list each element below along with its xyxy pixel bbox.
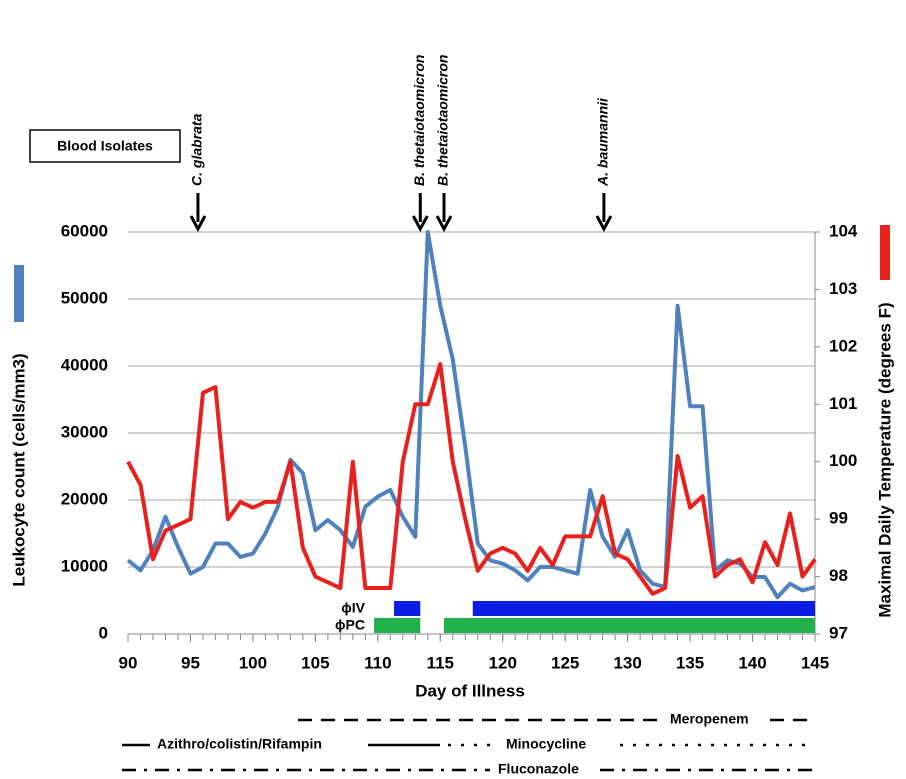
box-label: Blood Isolates xyxy=(57,138,153,154)
regimen-label: Meropenem xyxy=(670,711,749,727)
series-line xyxy=(126,362,817,596)
therapy-label: ϕPC xyxy=(335,617,365,633)
y-tick-label: 30000 xyxy=(61,422,108,441)
y-tick-label: 50000 xyxy=(61,288,108,307)
x-tick-label: 100 xyxy=(239,653,267,672)
therapy-bar xyxy=(394,601,421,616)
y-color-key xyxy=(14,265,24,322)
y2-tick-label: 101 xyxy=(829,394,857,413)
y2-tick-label: 100 xyxy=(829,451,857,470)
y2-tick-label: 102 xyxy=(829,336,857,355)
annotation-label: A. baumannii xyxy=(595,97,611,187)
x-tick-label: 105 xyxy=(301,653,329,672)
x-tick-label: 135 xyxy=(676,653,704,672)
y-tick-label: 10000 xyxy=(61,556,108,575)
series-line xyxy=(126,230,816,600)
x-tick-label: 115 xyxy=(427,653,454,672)
regimen-label: Fluconazole xyxy=(498,761,579,777)
y2-tick-label: 98 xyxy=(829,566,848,585)
y-tick-label: 20000 xyxy=(61,489,108,508)
y-tick-label: 0 xyxy=(99,623,108,642)
therapy-bar xyxy=(374,618,421,633)
y-tick-label: 40000 xyxy=(61,355,108,374)
x-tick-label: 140 xyxy=(738,653,766,672)
therapy-bar xyxy=(472,601,815,616)
x-axis-label: Day of Illness xyxy=(415,681,525,700)
y2-tick-label: 99 xyxy=(829,509,848,528)
y2-axis-label: Maximal Daily Temperature (degrees F) xyxy=(875,302,894,617)
x-tick-label: 120 xyxy=(489,653,517,672)
y2-tick-label: 97 xyxy=(829,623,848,642)
y2-tick-label: 103 xyxy=(829,279,857,298)
regimen-legend xyxy=(122,718,815,772)
x-tick-label: 125 xyxy=(551,653,579,672)
annotation-arrowhead xyxy=(595,215,613,233)
therapy-label: ϕIV xyxy=(341,600,365,616)
annotation-label: B. thetaiotaomicron xyxy=(411,55,427,186)
annotation-arrowhead xyxy=(411,215,429,233)
y2-tick-label: 104 xyxy=(829,221,858,240)
x-tick-label: 110 xyxy=(364,653,391,672)
annotation-label: B. thetaiotaomicron xyxy=(435,55,451,186)
x-tick-label: 145 xyxy=(801,653,829,672)
annotation-arrowhead xyxy=(435,215,453,233)
x-tick-label: 95 xyxy=(181,653,200,672)
x-tick-label: 130 xyxy=(613,653,641,672)
y-tick-label: 60000 xyxy=(61,221,108,240)
y2-color-key xyxy=(880,225,890,280)
box xyxy=(29,129,181,163)
regimen-label: Azithro/colistin/Rifampin xyxy=(157,736,322,752)
y-axis-label: Leukocyte count (cells/mm3) xyxy=(9,353,28,586)
annotation-arrowhead xyxy=(189,215,207,233)
therapy-bar xyxy=(444,618,815,633)
x-tick-label: 90 xyxy=(119,653,138,672)
regimen-label: Minocycline xyxy=(506,736,586,752)
annotation-label: C. glabrata xyxy=(189,113,205,186)
